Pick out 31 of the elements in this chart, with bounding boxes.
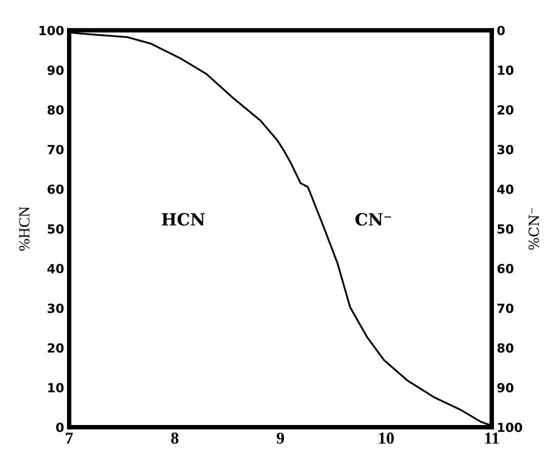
y-tick-label: 60 xyxy=(48,184,64,194)
y-tick-label: 30 xyxy=(48,304,64,314)
y-axis-title: %HCN xyxy=(19,206,30,251)
y2-tick-label: 0 xyxy=(497,26,505,36)
x-tick-label: 9 xyxy=(276,432,284,444)
y-tick-label: 50 xyxy=(48,224,64,234)
x-tick-label: 10 xyxy=(379,432,394,444)
y2-axis-title: %CN⁻ xyxy=(528,208,540,250)
y2-tick-label: 80 xyxy=(497,343,514,353)
y2-tick-label: 70 xyxy=(497,304,514,314)
y-tick-label: 10 xyxy=(48,382,64,392)
x-tick-label: 11 xyxy=(485,432,499,444)
y2-tick-label: 10 xyxy=(498,66,514,75)
y-tick-label: 40 xyxy=(47,264,64,274)
y2-tick-label: 100 xyxy=(498,422,522,432)
annotation: HCN xyxy=(162,213,205,226)
x-tick-label: 7 xyxy=(66,432,73,444)
x-tick-label: 8 xyxy=(171,432,178,444)
y2-tick-label: 60 xyxy=(497,264,514,274)
y-tick-label: 20 xyxy=(48,343,64,353)
y2-tick-label: 30 xyxy=(497,144,514,154)
y-tick-label: 90 xyxy=(47,66,64,75)
y2-tick-label: 90 xyxy=(497,382,514,392)
y2-tick-label: 50 xyxy=(498,224,514,234)
y-tick-label: 0 xyxy=(56,422,64,432)
y-tick-label: 70 xyxy=(48,144,64,154)
y2-tick-label: 20 xyxy=(498,105,514,115)
y-tick-label: 100 xyxy=(40,26,64,36)
annotation: CN⁻ xyxy=(355,213,391,226)
y2-tick-label: 40 xyxy=(497,184,514,194)
y-tick-label: 80 xyxy=(48,105,64,115)
